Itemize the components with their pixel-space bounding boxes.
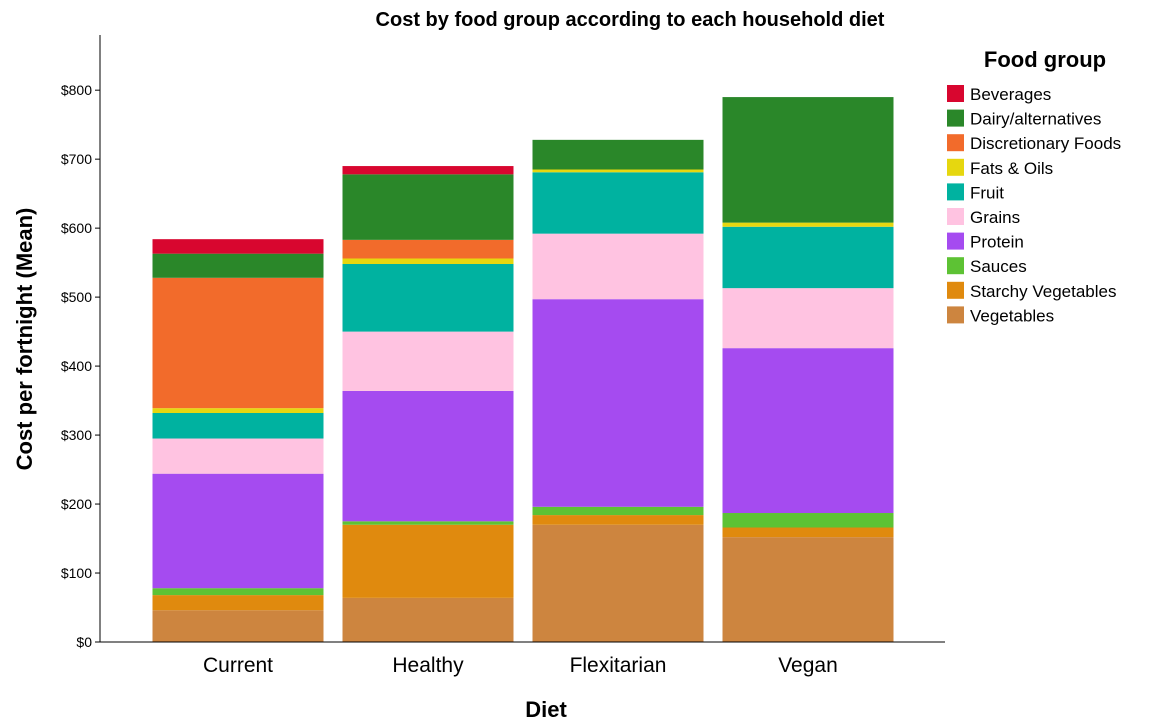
- bar-segment-beverages: [152, 239, 324, 254]
- bar-segment-fats-oils: [532, 169, 704, 173]
- y-tick-label: $600: [61, 220, 92, 236]
- legend-label: Protein: [970, 233, 1024, 252]
- y-tick-label: $300: [61, 427, 92, 443]
- legend-title: Food group: [984, 47, 1106, 72]
- bar-segment-dairy-alternatives: [722, 97, 894, 223]
- x-axis-category-labels: Current Healthy Flexitarian Vegan: [203, 654, 838, 677]
- bar-segment-fruit: [722, 226, 894, 289]
- bar-segment-vegetables: [722, 537, 894, 642]
- y-tick-label: $0: [76, 634, 92, 650]
- bar-segment-grains: [342, 331, 514, 391]
- legend-label: Sauces: [970, 257, 1027, 276]
- legend-label: Grains: [970, 208, 1020, 227]
- legend-swatch: [947, 281, 964, 299]
- bar-segment-discretionary-foods: [342, 239, 514, 259]
- legend-swatch: [947, 85, 964, 102]
- x-category-label: Healthy: [392, 654, 464, 677]
- y-tick-label: $200: [61, 496, 92, 512]
- bar-segment-dairy-alternatives: [342, 174, 514, 240]
- bar-stack-healthy: [342, 166, 514, 642]
- bar-segment-protein: [342, 390, 514, 522]
- y-tick-label: $400: [61, 358, 92, 374]
- legend: Food group Beverages Dairy/alternatives Di…: [947, 47, 1121, 325]
- bar-stack-vegan: [722, 97, 894, 642]
- bar-segment-fats-oils: [152, 408, 324, 413]
- bar-segment-discretionary-foods: [152, 277, 324, 409]
- bar-segment-vegetables: [342, 597, 514, 642]
- legend-label: Dairy/alternatives: [970, 110, 1101, 129]
- y-tick-label: $700: [61, 151, 92, 167]
- legend-swatch: [947, 158, 964, 176]
- bar-segment-fruit: [342, 264, 514, 332]
- legend-swatch: [947, 208, 964, 225]
- bar-segment-starchy-vegetables: [722, 527, 894, 538]
- bar-segment-vegetables: [532, 524, 704, 642]
- x-category-label: Current: [203, 654, 273, 677]
- legend-label: Fats & Oils: [970, 159, 1053, 178]
- bar-segment-grains: [722, 288, 894, 349]
- bar-segment-sauces: [532, 506, 704, 516]
- legend-swatch: [947, 109, 964, 127]
- x-axis-title: Diet: [525, 697, 567, 722]
- legend-label: Vegetables: [970, 306, 1054, 325]
- bar-segment-sauces: [722, 513, 894, 528]
- bar-segment-grains: [152, 438, 324, 474]
- bar-segment-fats-oils: [722, 222, 894, 227]
- legend-swatch: [947, 306, 964, 324]
- bar-segment-vegetables: [152, 610, 324, 642]
- y-tick-label: $500: [61, 289, 92, 305]
- legend-label: Beverages: [970, 85, 1051, 104]
- bar-segment-starchy-vegetables: [152, 595, 324, 611]
- legend-label: Discretionary Foods: [970, 134, 1121, 153]
- legend-label: Starchy Vegetables: [970, 282, 1116, 301]
- legend-swatch: [947, 183, 964, 201]
- bar-segment-starchy-vegetables: [532, 515, 704, 525]
- bar-segment-sauces: [342, 521, 514, 525]
- y-axis-title: Cost per fortnight (Mean): [12, 208, 37, 471]
- y-tick-label: $800: [61, 82, 92, 98]
- bar-segment-fruit: [152, 412, 324, 439]
- bar-segment-grains: [532, 233, 704, 300]
- x-category-label: Vegan: [778, 654, 838, 677]
- bar-segment-protein: [722, 348, 894, 514]
- bar-segment-fats-oils: [342, 258, 514, 265]
- bar-segment-starchy-vegetables: [342, 524, 514, 598]
- bar-segment-dairy-alternatives: [532, 139, 704, 170]
- bar-stack-current: [152, 239, 324, 642]
- bar-segment-fruit: [532, 172, 704, 234]
- chart-title: Cost by food group according to each hou…: [376, 9, 885, 31]
- legend-swatch: [947, 257, 964, 275]
- legend-label: Fruit: [970, 183, 1004, 202]
- y-axis-ticks: $0 $100 $200 $300 $400 $500 $600 $700 $800: [61, 82, 100, 650]
- x-category-label: Flexitarian: [570, 654, 667, 677]
- bar-segment-dairy-alternatives: [152, 253, 324, 278]
- bar-stack-flexitarian: [532, 139, 704, 642]
- bar-segment-protein: [152, 473, 324, 589]
- y-tick-label: $100: [61, 565, 92, 581]
- bar-segment-beverages: [342, 166, 514, 175]
- legend-swatch: [947, 134, 964, 152]
- bar-segment-sauces: [152, 588, 324, 596]
- plot-area: [152, 97, 894, 642]
- bar-segment-protein: [532, 299, 704, 507]
- legend-swatch: [947, 232, 964, 250]
